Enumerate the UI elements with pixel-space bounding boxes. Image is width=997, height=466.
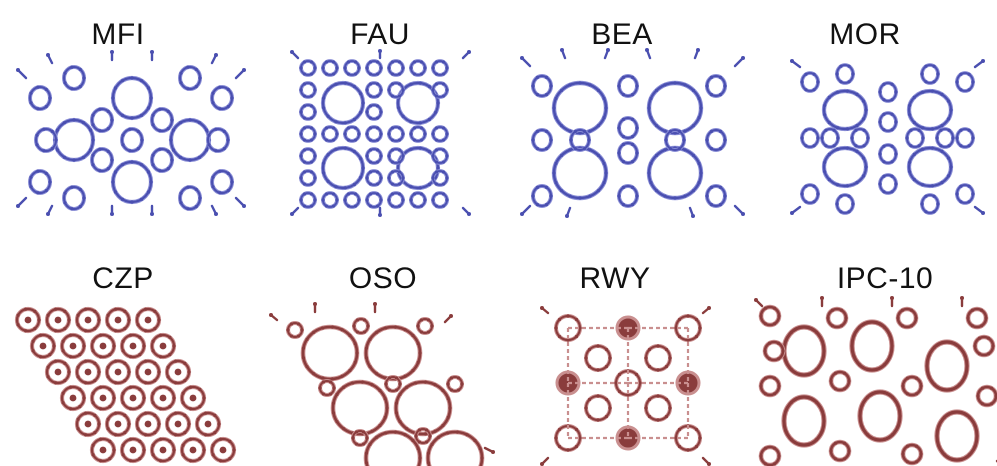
mfi-framework-structure	[16, 50, 246, 216]
mor-framework-structure	[790, 59, 985, 215]
label-bea: BEA	[591, 18, 653, 51]
oso-framework-structure	[269, 302, 495, 466]
bea-framework-structure	[520, 48, 745, 218]
label-oso: OSO	[348, 262, 418, 295]
label-ipc-10: IPC-10	[836, 262, 934, 295]
label-mor: MOR	[829, 18, 901, 51]
label-czp: CZP	[92, 262, 154, 295]
label-fau: FAU	[350, 18, 410, 51]
label-mfi: MFI	[91, 18, 145, 51]
rwy-framework-structure	[540, 306, 711, 466]
ipc-10-framework-structure	[754, 296, 997, 466]
czp-framework-structure	[14, 306, 237, 464]
label-rwy: RWY	[579, 262, 651, 295]
fau-framework-structure	[290, 49, 471, 217]
